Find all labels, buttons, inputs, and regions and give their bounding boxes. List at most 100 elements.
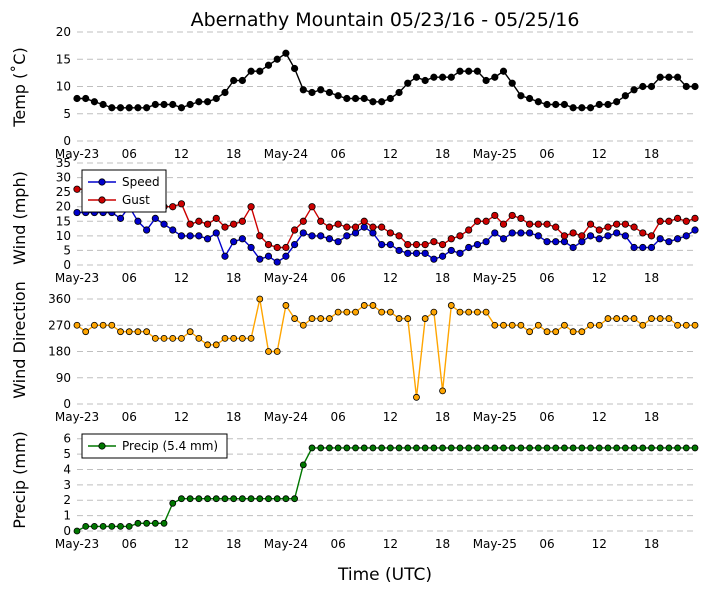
data-point — [264, 61, 273, 69]
data-point — [534, 220, 542, 228]
legend: Speed Gust — [81, 169, 167, 213]
data-point — [526, 444, 534, 452]
x-tick-label: 12 — [383, 410, 398, 424]
data-point — [238, 235, 246, 243]
data-point — [465, 226, 473, 234]
data-point — [117, 522, 124, 530]
data-point — [656, 73, 664, 81]
data-point — [526, 328, 534, 336]
data-point — [691, 214, 699, 222]
data-point — [500, 321, 507, 329]
data-point — [395, 232, 403, 240]
data-point — [430, 255, 438, 263]
data-point — [447, 246, 455, 255]
data-point — [430, 238, 438, 246]
y-tick-label: 180 — [48, 345, 71, 359]
x-tick-label: May-24 — [264, 271, 308, 285]
data-point — [578, 232, 586, 240]
data-point — [613, 229, 621, 237]
data-point — [308, 88, 316, 97]
data-point — [230, 334, 238, 342]
data-point — [352, 444, 359, 452]
data-point — [160, 334, 168, 342]
data-point — [369, 444, 377, 452]
data-point — [134, 519, 142, 527]
data-point — [639, 229, 647, 237]
data-point — [421, 444, 429, 452]
data-point — [604, 232, 612, 240]
data-point — [264, 252, 273, 260]
data-point — [595, 235, 603, 243]
data-point — [404, 444, 412, 452]
data-point — [343, 444, 351, 452]
data-point — [630, 243, 638, 252]
data-point — [456, 249, 464, 257]
data-point — [561, 444, 568, 452]
data-point — [221, 88, 229, 97]
data-point — [526, 94, 534, 103]
series-line — [76, 298, 695, 398]
data-point — [482, 444, 490, 452]
data-point — [212, 495, 220, 503]
data-point — [282, 302, 290, 309]
data-point — [378, 241, 386, 249]
data-point — [543, 444, 551, 452]
y-tick-label: 0 — [63, 258, 71, 272]
data-point — [491, 444, 499, 452]
data-point — [413, 444, 420, 452]
x-tick-label: 18 — [644, 537, 659, 551]
data-point — [369, 98, 377, 106]
data-point — [630, 444, 638, 452]
data-point — [595, 226, 603, 234]
data-point — [621, 315, 629, 322]
data-point — [291, 226, 299, 234]
y-tick-label: 270 — [48, 318, 71, 332]
y-tick-label: 0 — [63, 134, 71, 148]
data-point — [473, 241, 481, 249]
y-tick-label: 6 — [63, 432, 71, 446]
data-point — [317, 232, 325, 240]
data-point — [613, 315, 621, 322]
x-tick-label: May-24 — [264, 147, 308, 161]
data-point — [178, 495, 185, 503]
data-point — [465, 243, 473, 252]
data-point — [238, 76, 246, 85]
data-point — [552, 100, 560, 109]
data-point — [325, 235, 334, 243]
legend-box — [81, 169, 167, 213]
data-point — [299, 321, 307, 329]
data-point — [195, 232, 203, 240]
x-tick-label: 06 — [539, 410, 554, 424]
data-point — [247, 243, 255, 252]
data-point — [195, 217, 203, 225]
data-point — [378, 308, 386, 316]
data-point — [586, 232, 595, 240]
data-point — [326, 315, 333, 322]
data-point — [73, 527, 81, 535]
data-point — [543, 328, 551, 336]
y-tick-label: 1 — [63, 509, 71, 523]
data-point — [99, 321, 107, 329]
data-point — [291, 64, 299, 73]
data-point — [569, 243, 577, 252]
data-point — [299, 461, 307, 469]
data-point — [552, 328, 560, 336]
x-tick-label: 06 — [330, 271, 345, 285]
y-tick-label: 4 — [63, 462, 71, 476]
data-point — [508, 321, 516, 329]
data-point — [465, 308, 473, 316]
data-point — [569, 328, 577, 336]
data-point — [238, 217, 246, 225]
data-point — [430, 73, 438, 81]
x-tick-label: 12 — [174, 147, 189, 161]
data-point — [230, 238, 238, 246]
data-point — [247, 67, 255, 75]
data-point — [586, 104, 595, 112]
data-point — [256, 67, 264, 75]
data-point — [691, 321, 699, 329]
data-point — [621, 220, 629, 228]
data-point — [447, 444, 455, 452]
series-precip-5-4-mm- — [73, 444, 699, 535]
data-point — [73, 94, 81, 103]
y-tick-label: 2 — [63, 493, 71, 507]
